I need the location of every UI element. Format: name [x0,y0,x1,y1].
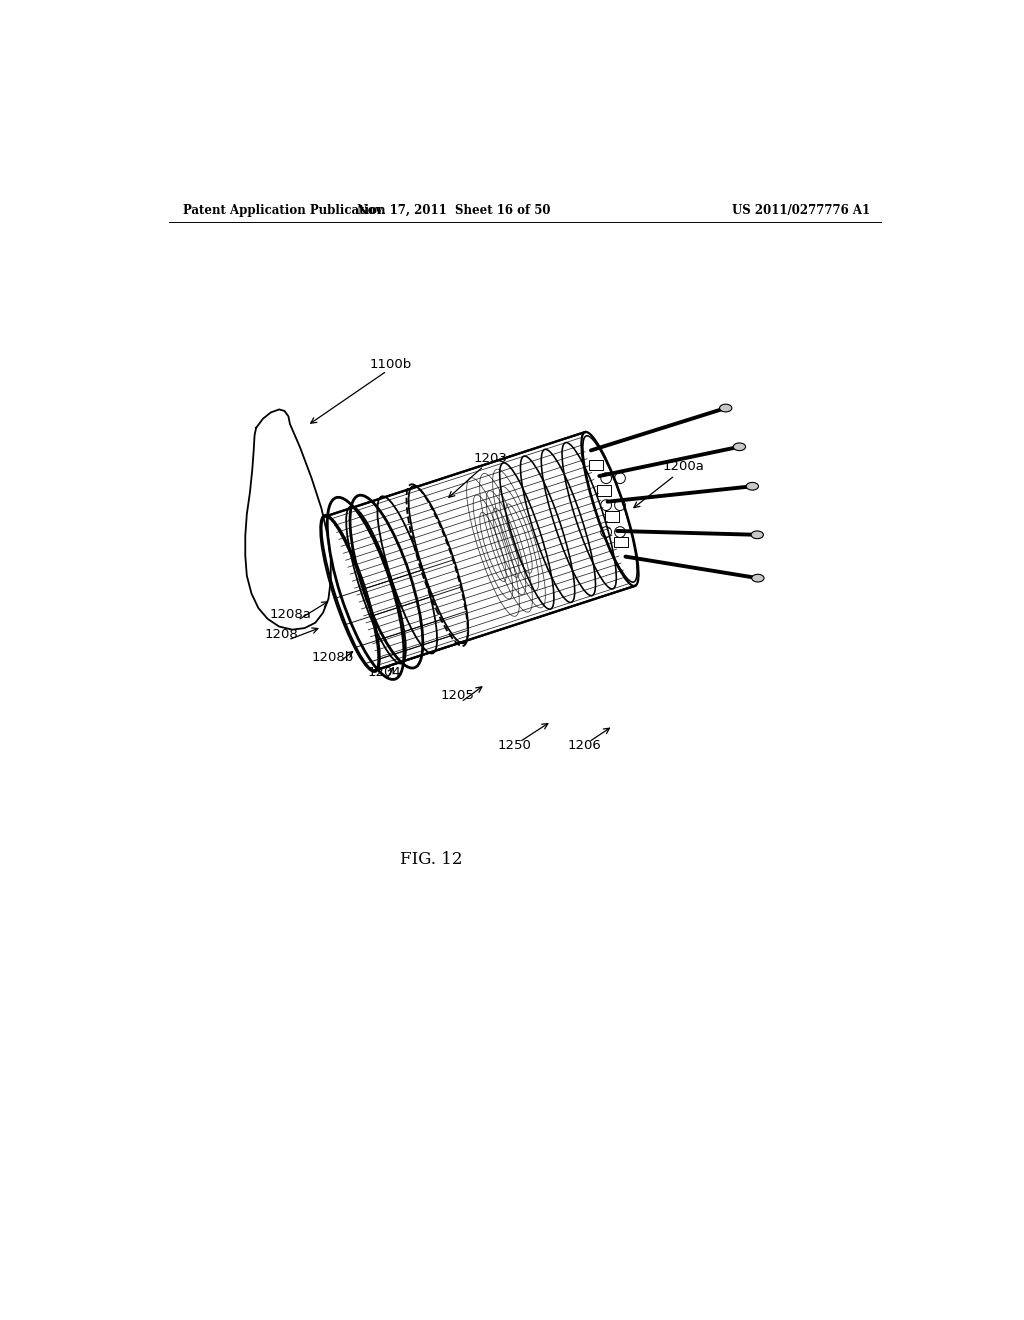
Text: 1206: 1206 [568,739,602,751]
Text: Patent Application Publication: Patent Application Publication [183,205,385,218]
Text: 1208: 1208 [264,628,298,640]
Text: 1204: 1204 [368,667,401,680]
Text: Nov. 17, 2011  Sheet 16 of 50: Nov. 17, 2011 Sheet 16 of 50 [357,205,551,218]
Ellipse shape [752,574,764,582]
Polygon shape [246,409,331,630]
Ellipse shape [746,482,759,490]
Text: 1200a: 1200a [663,459,705,473]
Ellipse shape [751,531,764,539]
Text: 1250: 1250 [497,739,531,751]
Text: 1208b: 1208b [311,651,353,664]
Text: 1208a: 1208a [269,607,311,620]
Text: 1100b: 1100b [370,358,412,371]
Ellipse shape [720,404,732,412]
Polygon shape [325,432,635,671]
Text: 1205: 1205 [441,689,475,702]
Text: FIG. 12: FIG. 12 [399,850,462,867]
Ellipse shape [733,444,745,450]
Text: 1203: 1203 [474,453,508,465]
Text: US 2011/0277776 A1: US 2011/0277776 A1 [731,205,869,218]
